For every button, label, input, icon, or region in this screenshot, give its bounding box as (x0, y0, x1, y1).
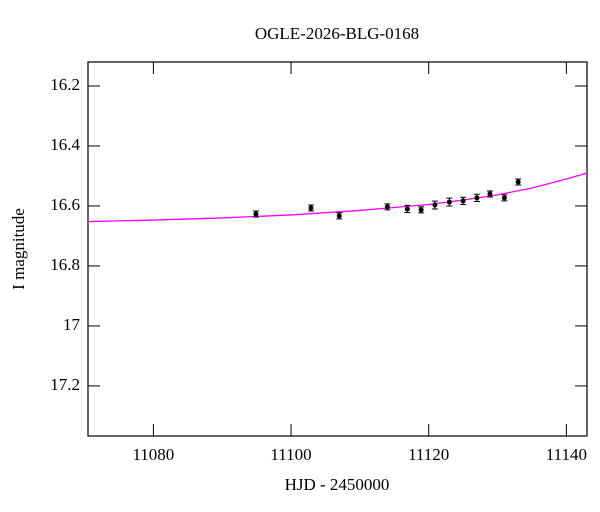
data-point (418, 207, 424, 213)
y-tick-label: 16.2 (50, 75, 80, 94)
data-point (515, 179, 521, 185)
data-point (460, 198, 466, 204)
data-point (474, 195, 480, 201)
data-point (308, 205, 314, 211)
chart-title: OGLE-2026-BLG-0168 (255, 24, 419, 43)
x-tick-label: 11080 (132, 445, 174, 464)
data-point (446, 199, 452, 205)
data-point (501, 195, 507, 201)
plot-frame (87, 61, 588, 437)
data-point (432, 202, 438, 208)
x-axis-label: HJD - 2450000 (285, 475, 390, 494)
y-tick-label: 17 (63, 315, 81, 334)
model-curve (87, 172, 588, 223)
y-tick-label: 16.4 (50, 135, 80, 154)
y-tick-label: 17.2 (50, 375, 80, 394)
y-tick-label: 16.6 (50, 195, 80, 214)
x-tick-label: 11120 (408, 445, 449, 464)
x-tick-label: 11100 (270, 445, 311, 464)
data-point (384, 204, 390, 210)
x-tick-label: 11140 (546, 445, 587, 464)
y-axis-label: I magnitude (9, 208, 28, 290)
data-point (253, 211, 259, 217)
data-point (404, 206, 410, 212)
y-tick-label: 16.8 (50, 255, 80, 274)
data-point (336, 213, 342, 219)
data-point (487, 191, 493, 197)
